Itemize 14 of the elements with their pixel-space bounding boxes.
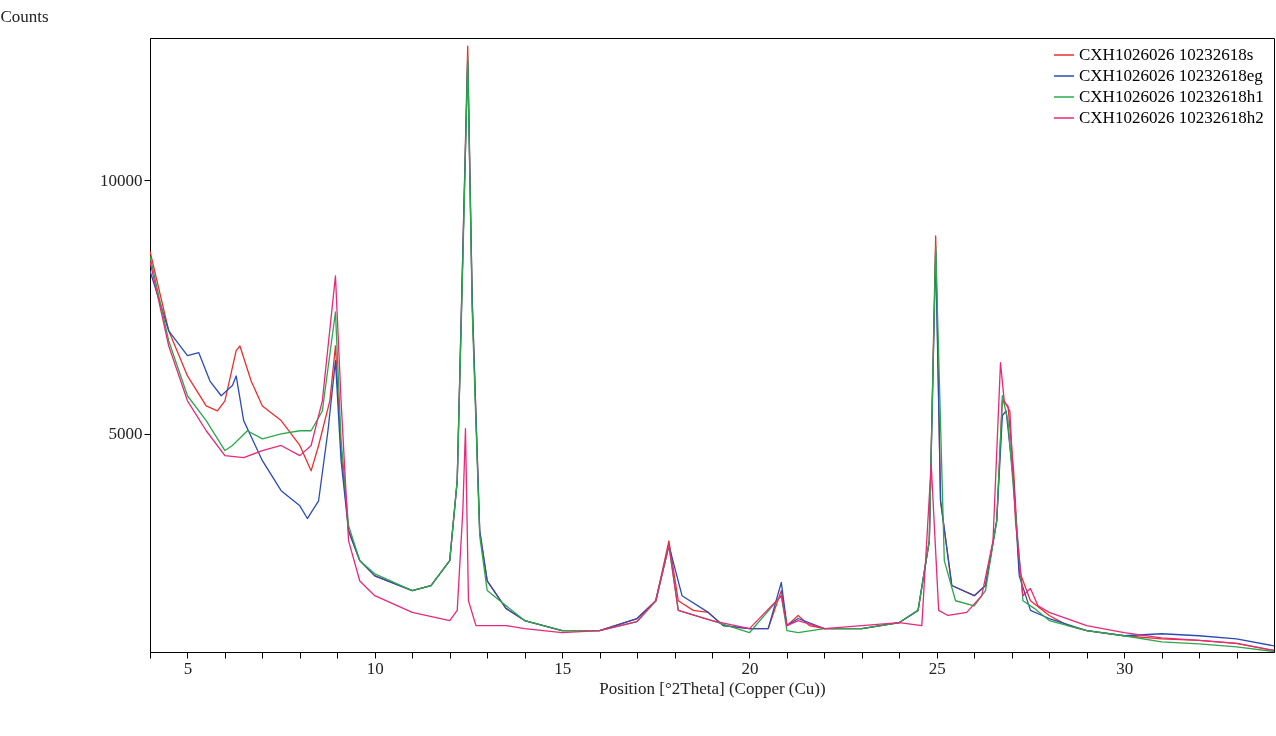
y-tick-label: 10000 — [100, 170, 143, 190]
legend-label: CXH1026026 10232618eg — [1079, 66, 1264, 85]
x-tick-label: 10 — [366, 658, 384, 678]
x-tick-label: 5 — [183, 658, 193, 678]
y-axis-title: Counts — [0, 6, 49, 26]
x-tick-label: 15 — [554, 658, 572, 678]
legend-label: CXH1026026 10232618h1 — [1079, 87, 1264, 106]
legend-label: CXH1026026 10232618h2 — [1079, 108, 1264, 127]
legend-label: CXH1026026 10232618s — [1079, 45, 1254, 64]
x-tick-label: 20 — [741, 658, 759, 678]
x-tick-label: 30 — [1116, 658, 1134, 678]
x-axis-title: Position [°2Theta] (Copper (Cu)) — [599, 678, 826, 698]
y-tick-label: 5000 — [108, 424, 143, 444]
x-tick-label: 25 — [928, 658, 946, 678]
